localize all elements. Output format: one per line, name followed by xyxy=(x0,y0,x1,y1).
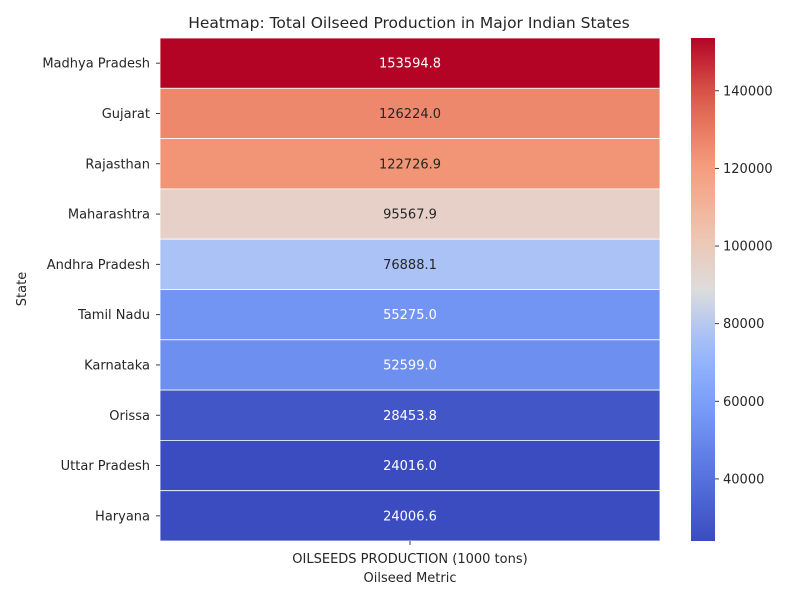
y-tick-label: Maharashtra xyxy=(68,208,150,223)
y-tick-label: Uttar Pradesh xyxy=(61,459,150,474)
colorbar-tick-label: 140000 xyxy=(723,84,773,99)
colorbar-tick-label: 40000 xyxy=(723,472,764,487)
colorbar-tick-label: 60000 xyxy=(723,395,764,410)
cell-value-label: 153594.8 xyxy=(379,57,441,72)
heatmap-cell xyxy=(159,188,661,240)
heatmap-cell xyxy=(159,138,661,190)
colorbar-tick-label: 100000 xyxy=(723,240,773,255)
cell-value-label: 52599.0 xyxy=(383,358,437,373)
heatmap-cell xyxy=(159,238,661,290)
heatmap-cell xyxy=(159,87,661,140)
y-tick-label: Rajasthan xyxy=(85,157,150,172)
heatmap-cells: 153594.8 126224.0 122726.9 95567.9 76888.1 55… xyxy=(159,37,661,542)
cell-value-label: 24016.0 xyxy=(383,459,437,474)
y-tick-label: Karnataka xyxy=(84,358,150,373)
x-axis-label: Oilseed Metric xyxy=(363,571,456,586)
heatmap-cell xyxy=(159,389,661,441)
y-tick-label: Orissa xyxy=(109,409,150,424)
heatmap-cell xyxy=(159,490,661,542)
cell-value-label: 24006.6 xyxy=(383,509,437,524)
heatmap-cell xyxy=(159,289,661,341)
colorbar-ticks: 40000 60000 80000 100000 120000 140000 xyxy=(715,84,773,487)
y-tick-label: Haryana xyxy=(95,509,150,524)
x-tick-labels: OILSEEDS PRODUCTION (1000 tons) xyxy=(292,541,528,567)
y-tick-label: Madhya Pradesh xyxy=(42,57,150,72)
heatmap-cell xyxy=(159,37,661,89)
cell-value-label: 28453.8 xyxy=(383,409,437,424)
x-tick-label: OILSEEDS PRODUCTION (1000 tons) xyxy=(292,552,527,567)
y-tick-label: Gujarat xyxy=(102,107,150,122)
cell-value-label: 55275.0 xyxy=(383,308,437,323)
y-tick-label: Andhra Pradesh xyxy=(47,258,150,273)
cell-value-label: 126224.0 xyxy=(379,107,441,122)
y-tick-label: Tamil Nadu xyxy=(77,308,150,323)
colorbar xyxy=(691,38,715,541)
cell-value-label: 76888.1 xyxy=(383,258,437,273)
cell-value-label: 95567.9 xyxy=(383,208,437,223)
colorbar-tick-label: 80000 xyxy=(723,317,764,332)
chart-title: Heatmap: Total Oilseed Production in Maj… xyxy=(188,14,630,32)
cell-value-label: 122726.9 xyxy=(379,157,441,172)
y-axis-label: State xyxy=(15,272,30,306)
colorbar-tick-label: 120000 xyxy=(723,162,773,177)
y-tick-labels: Madhya Pradesh Gujarat Rajasthan Maharashtr… xyxy=(42,57,160,524)
